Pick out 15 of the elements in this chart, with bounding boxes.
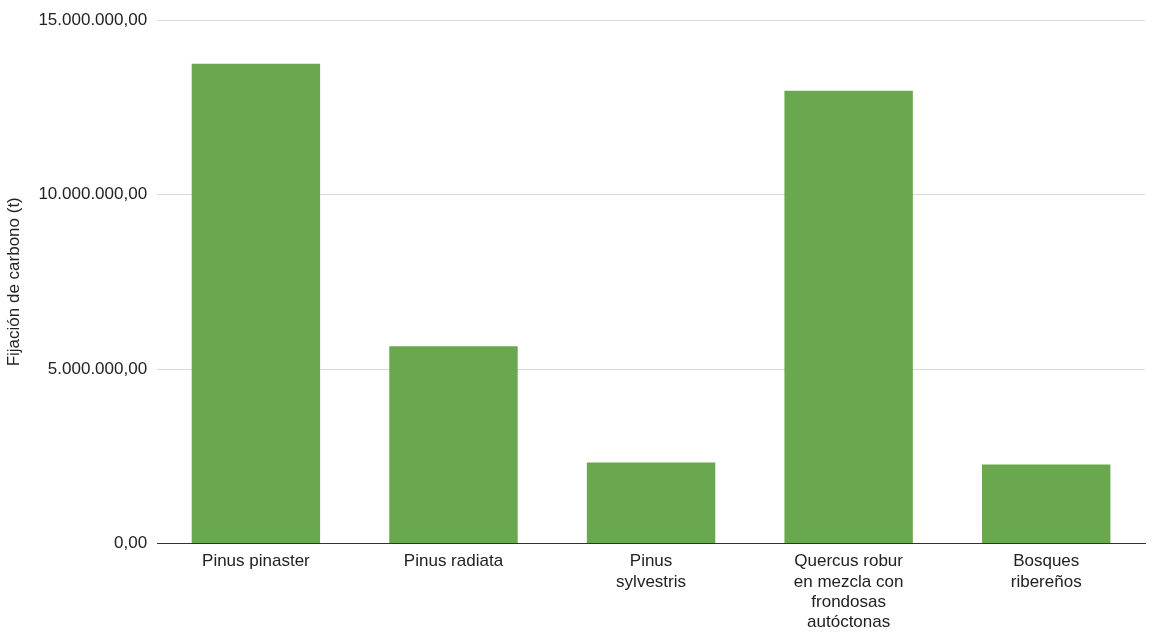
y-tick-label: 10.000.000,00	[38, 184, 148, 204]
bar	[586, 462, 716, 543]
bar	[982, 464, 1111, 543]
x-tick-label: Pinus radiata	[403, 551, 504, 571]
y-tick-label: 5.000.000,00	[47, 358, 148, 378]
bar	[191, 63, 321, 543]
y-axis-title: Fijación de carbono (t)	[3, 197, 23, 367]
x-tick-label: Bosques ribereños	[1010, 551, 1082, 591]
x-tick-label: Pinus pinaster	[202, 551, 311, 571]
x-tick-label: Quercus robur en mezcla con frondosas autóctonas	[793, 551, 904, 632]
y-tick-label: 15.000.000,00	[38, 9, 148, 29]
bar	[389, 346, 518, 543]
bar	[784, 90, 913, 543]
x-tick-label: Pinus sylvestris	[616, 551, 687, 591]
y-tick-label: 0,00	[114, 533, 148, 553]
